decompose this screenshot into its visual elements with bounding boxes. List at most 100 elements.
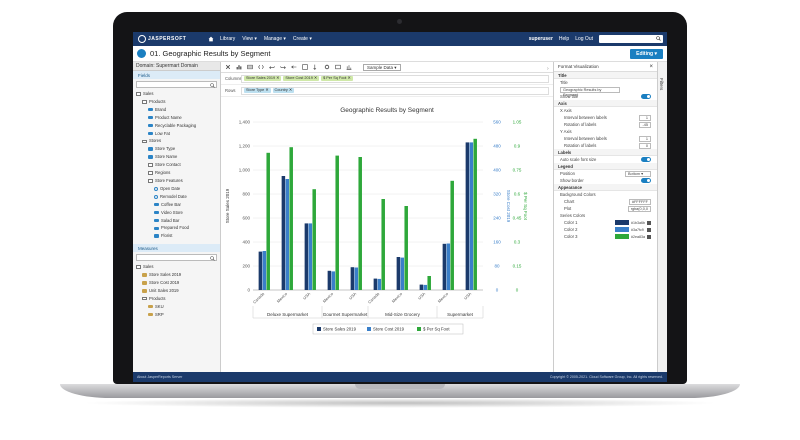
about-link[interactable]: About JasperReports Server bbox=[137, 375, 183, 379]
settings-icon[interactable] bbox=[324, 64, 330, 70]
sample-data-select[interactable]: Sample Data ▾ bbox=[363, 63, 401, 71]
color-swatch[interactable] bbox=[615, 220, 629, 225]
rows-drop-zone[interactable]: Store Type ✕ Country ✕ bbox=[241, 86, 549, 95]
labels-section[interactable]: Labels bbox=[554, 149, 657, 156]
tree-item[interactable]: SRP bbox=[133, 311, 220, 319]
home-icon[interactable] bbox=[208, 36, 214, 42]
y-rotation-input[interactable]: 0 bbox=[639, 142, 651, 149]
trash-icon[interactable] bbox=[647, 234, 651, 239]
measures-header[interactable]: Measures bbox=[133, 244, 220, 253]
columns-drop-zone[interactable]: Store Sales 2019 ✕ Store Cost 2019 ✕ $ P… bbox=[241, 74, 549, 83]
bar-chart-icon[interactable] bbox=[346, 64, 352, 70]
tree-item[interactable]: Open Date bbox=[133, 185, 220, 193]
global-search-input[interactable] bbox=[599, 35, 663, 43]
bar bbox=[289, 147, 293, 290]
tree-item[interactable]: Prepared Food bbox=[133, 224, 220, 232]
view-icon[interactable] bbox=[335, 64, 341, 70]
tree-item[interactable]: Store Cost 2019 bbox=[133, 279, 220, 287]
chart-type-icon[interactable] bbox=[236, 64, 242, 70]
domain-header[interactable]: Domain: Supermart Domain bbox=[133, 62, 220, 71]
axis-section[interactable]: Axis bbox=[554, 100, 657, 107]
close-icon[interactable]: × bbox=[649, 63, 653, 70]
color-hex[interactable]: #1b3a6b bbox=[631, 220, 645, 225]
x-rotation-input[interactable]: -45 bbox=[639, 121, 651, 128]
trash-icon[interactable] bbox=[647, 227, 651, 232]
trash-icon[interactable] bbox=[647, 220, 651, 225]
nav-library[interactable]: Library bbox=[220, 36, 236, 42]
undo-all-icon[interactable] bbox=[291, 64, 297, 70]
chart-title: Geographic Results by Segment bbox=[340, 107, 434, 114]
y-tick-label: 600 bbox=[242, 216, 250, 221]
search-icon[interactable] bbox=[210, 255, 215, 261]
group-label: Supermarket bbox=[447, 312, 474, 317]
user-name[interactable]: superuser bbox=[528, 36, 553, 42]
filters-panel[interactable]: Filters bbox=[657, 62, 667, 372]
tree-item[interactable]: Store Type bbox=[133, 145, 220, 153]
table-icon[interactable] bbox=[247, 64, 253, 70]
close-icon[interactable] bbox=[225, 64, 231, 70]
search-icon[interactable] bbox=[656, 36, 661, 41]
appearance-section[interactable]: Appearance bbox=[554, 184, 657, 191]
show-border-toggle[interactable] bbox=[641, 178, 651, 183]
collapse-arrow-icon[interactable]: › bbox=[547, 66, 549, 72]
legend-section[interactable]: Legend bbox=[554, 163, 657, 170]
tree-item[interactable]: Brand bbox=[133, 106, 220, 114]
x-interval-input[interactable]: 1 bbox=[639, 114, 651, 121]
logo[interactable]: JASPERSOFT bbox=[138, 35, 200, 43]
tree-item[interactable]: Video Store bbox=[133, 209, 220, 217]
tree-item[interactable]: Florist bbox=[133, 232, 220, 240]
y-interval-input[interactable]: 1 bbox=[639, 135, 651, 142]
tree-item[interactable]: Product Name bbox=[133, 114, 220, 122]
code-icon[interactable] bbox=[258, 64, 264, 70]
undo-icon[interactable] bbox=[269, 64, 275, 70]
color-hex[interactable]: #2ea83a bbox=[631, 234, 645, 239]
nav-create[interactable]: Create ▾ bbox=[292, 36, 312, 42]
tree-item[interactable]: Unit Sales 2019 bbox=[133, 287, 220, 295]
row-pill[interactable]: Store Type ✕ bbox=[244, 88, 271, 93]
title-section[interactable]: Title bbox=[554, 72, 657, 79]
chart-bg-input[interactable]: #FFFFFF bbox=[628, 198, 651, 205]
column-pill[interactable]: Store Cost 2019 ✕ bbox=[283, 76, 320, 81]
editing-button[interactable]: Editing ▾ bbox=[630, 48, 663, 59]
tree-item[interactable]: Sales bbox=[133, 90, 220, 98]
tree-item[interactable]: Sales bbox=[133, 263, 220, 271]
tree-item[interactable]: Regions bbox=[133, 169, 220, 177]
position-select[interactable]: Bottom ▾ bbox=[625, 170, 651, 177]
color-swatch[interactable] bbox=[615, 227, 629, 232]
auto-scale-toggle[interactable] bbox=[641, 157, 651, 162]
color-hex[interactable]: #3a7fc9 bbox=[631, 227, 644, 232]
tree-item[interactable]: Store Name bbox=[133, 153, 220, 161]
camera bbox=[397, 19, 402, 24]
row-pill[interactable]: Country ✕ bbox=[272, 88, 295, 93]
nav-view[interactable]: View ▾ bbox=[242, 36, 257, 42]
color-swatch[interactable] bbox=[615, 234, 629, 239]
column-pill[interactable]: Store Sales 2019 ✕ bbox=[244, 76, 282, 81]
tree-item[interactable]: Store Features bbox=[133, 177, 220, 185]
title-input[interactable]: Geographic Results by Segment bbox=[560, 86, 620, 97]
tree-item[interactable]: Products bbox=[133, 98, 220, 106]
tree-item[interactable]: SKU bbox=[133, 303, 220, 311]
measures-search-input[interactable] bbox=[136, 254, 217, 262]
fields-search-input[interactable] bbox=[136, 81, 217, 88]
tree-item[interactable]: Salad Bar bbox=[133, 217, 220, 225]
tree-item[interactable]: Stores bbox=[133, 137, 220, 145]
tree-item[interactable]: Remodel Date bbox=[133, 193, 220, 201]
tree-item[interactable]: Store Sales 2019 bbox=[133, 271, 220, 279]
tree-item[interactable]: Store Contact bbox=[133, 161, 220, 169]
redo-icon[interactable] bbox=[280, 64, 286, 70]
column-pill[interactable]: $ Per Sq Foot ✕ bbox=[321, 76, 353, 81]
show-title-toggle[interactable] bbox=[641, 94, 651, 99]
bar bbox=[404, 206, 408, 290]
help-link[interactable]: Help bbox=[558, 36, 570, 42]
tree-item[interactable]: Recyclable Packaging bbox=[133, 122, 220, 130]
tree-item[interactable]: Low Fat bbox=[133, 130, 220, 138]
sort-icon[interactable] bbox=[313, 64, 319, 70]
plot-bg-input[interactable]: rgba(0,0,0 bbox=[627, 205, 651, 212]
tree-item[interactable]: Products bbox=[133, 295, 220, 303]
tree-item[interactable]: Coffee Bar bbox=[133, 201, 220, 209]
fields-header[interactable]: Fields bbox=[133, 71, 220, 79]
pivot-icon[interactable] bbox=[302, 64, 308, 70]
nav-manage[interactable]: Manage ▾ bbox=[263, 36, 286, 42]
logout-link[interactable]: Log Out bbox=[575, 36, 593, 42]
search-icon[interactable] bbox=[210, 82, 215, 88]
